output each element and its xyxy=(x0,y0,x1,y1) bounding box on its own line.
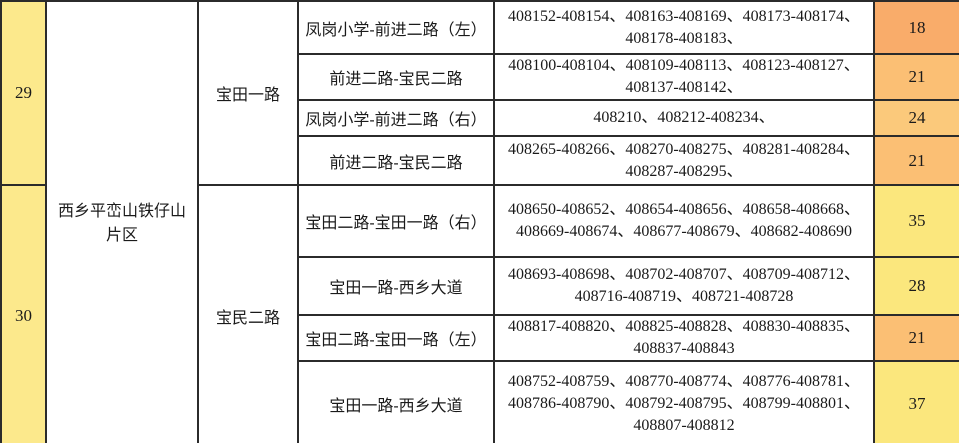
table-row: 前进二路-宝民二路 408265-408266、408270-408275、40… xyxy=(1,135,959,186)
berth-numbers-cell: 408817-408820、408825-408828、408830-40883… xyxy=(493,314,875,362)
berth-numbers-cell: 408152-408154、408163-408169、408173-40817… xyxy=(493,0,875,55)
berth-count-cell: 37 xyxy=(873,360,959,443)
berth-count-cell: 35 xyxy=(873,184,959,258)
district-cell: 西乡平峦山铁仔山片区 xyxy=(45,0,199,443)
berth-count-cell: 18 xyxy=(873,0,959,55)
berth-count-cell: 21 xyxy=(873,135,959,186)
road-name-cell: 宝民二路 xyxy=(197,184,299,443)
table-row: 30 宝民二路 宝田二路-宝田一路（右） 408650-408652、40865… xyxy=(0,184,959,443)
segment-cell: 宝田二路-宝田一路（左） xyxy=(297,314,495,362)
segment-cell: 凤岗小学-前进二路（右） xyxy=(297,99,495,137)
section-seq-cell: 30 xyxy=(0,184,47,443)
berth-numbers-cell: 408265-408266、408270-408275、408281-40828… xyxy=(493,135,875,186)
berth-numbers-cell: 408693-408698、408702-408707、408709-40871… xyxy=(493,256,875,316)
segment-cell: 宝田二路-宝田一路（右） xyxy=(297,184,495,258)
segment-cell: 前进二路-宝民二路 xyxy=(297,135,495,186)
berth-numbers-cell: 408650-408652、408654-408656、408658-40866… xyxy=(493,184,875,258)
road-name-cell: 宝田一路 xyxy=(197,0,299,186)
table-row: 宝田二路-宝田一路（左） 408817-408820、408825-408828… xyxy=(1,314,959,362)
berth-count-cell: 24 xyxy=(873,99,959,137)
table-row: 宝田一路-西乡大道 408693-408698、408702-408707、40… xyxy=(1,256,959,316)
berth-count-cell: 21 xyxy=(873,53,959,101)
segment-cell: 凤岗小学-前进二路（左） xyxy=(297,0,495,55)
section-seq-cell: 29 xyxy=(0,0,47,186)
berth-numbers-cell: 408752-408759、408770-408774、408776-40878… xyxy=(493,360,875,443)
table-row: 前进二路-宝民二路 408100-408104、408109-408113、40… xyxy=(1,53,959,101)
berth-count-cell: 28 xyxy=(873,256,959,316)
berth-numbers-cell: 408210、408212-408234、 xyxy=(493,99,875,137)
segment-cell: 前进二路-宝民二路 xyxy=(297,53,495,101)
table-row: 宝田一路-西乡大道 408752-408759、408770-408774、40… xyxy=(1,360,959,443)
segment-cell: 宝田一路-西乡大道 xyxy=(297,256,495,316)
berth-count-cell: 21 xyxy=(873,314,959,362)
segment-cell: 宝田一路-西乡大道 xyxy=(297,360,495,443)
berth-numbers-cell: 408100-408104、408109-408113、408123-40812… xyxy=(493,53,875,101)
table-row: 凤岗小学-前进二路（右） 408210、408212-408234、 24 xyxy=(1,99,959,137)
